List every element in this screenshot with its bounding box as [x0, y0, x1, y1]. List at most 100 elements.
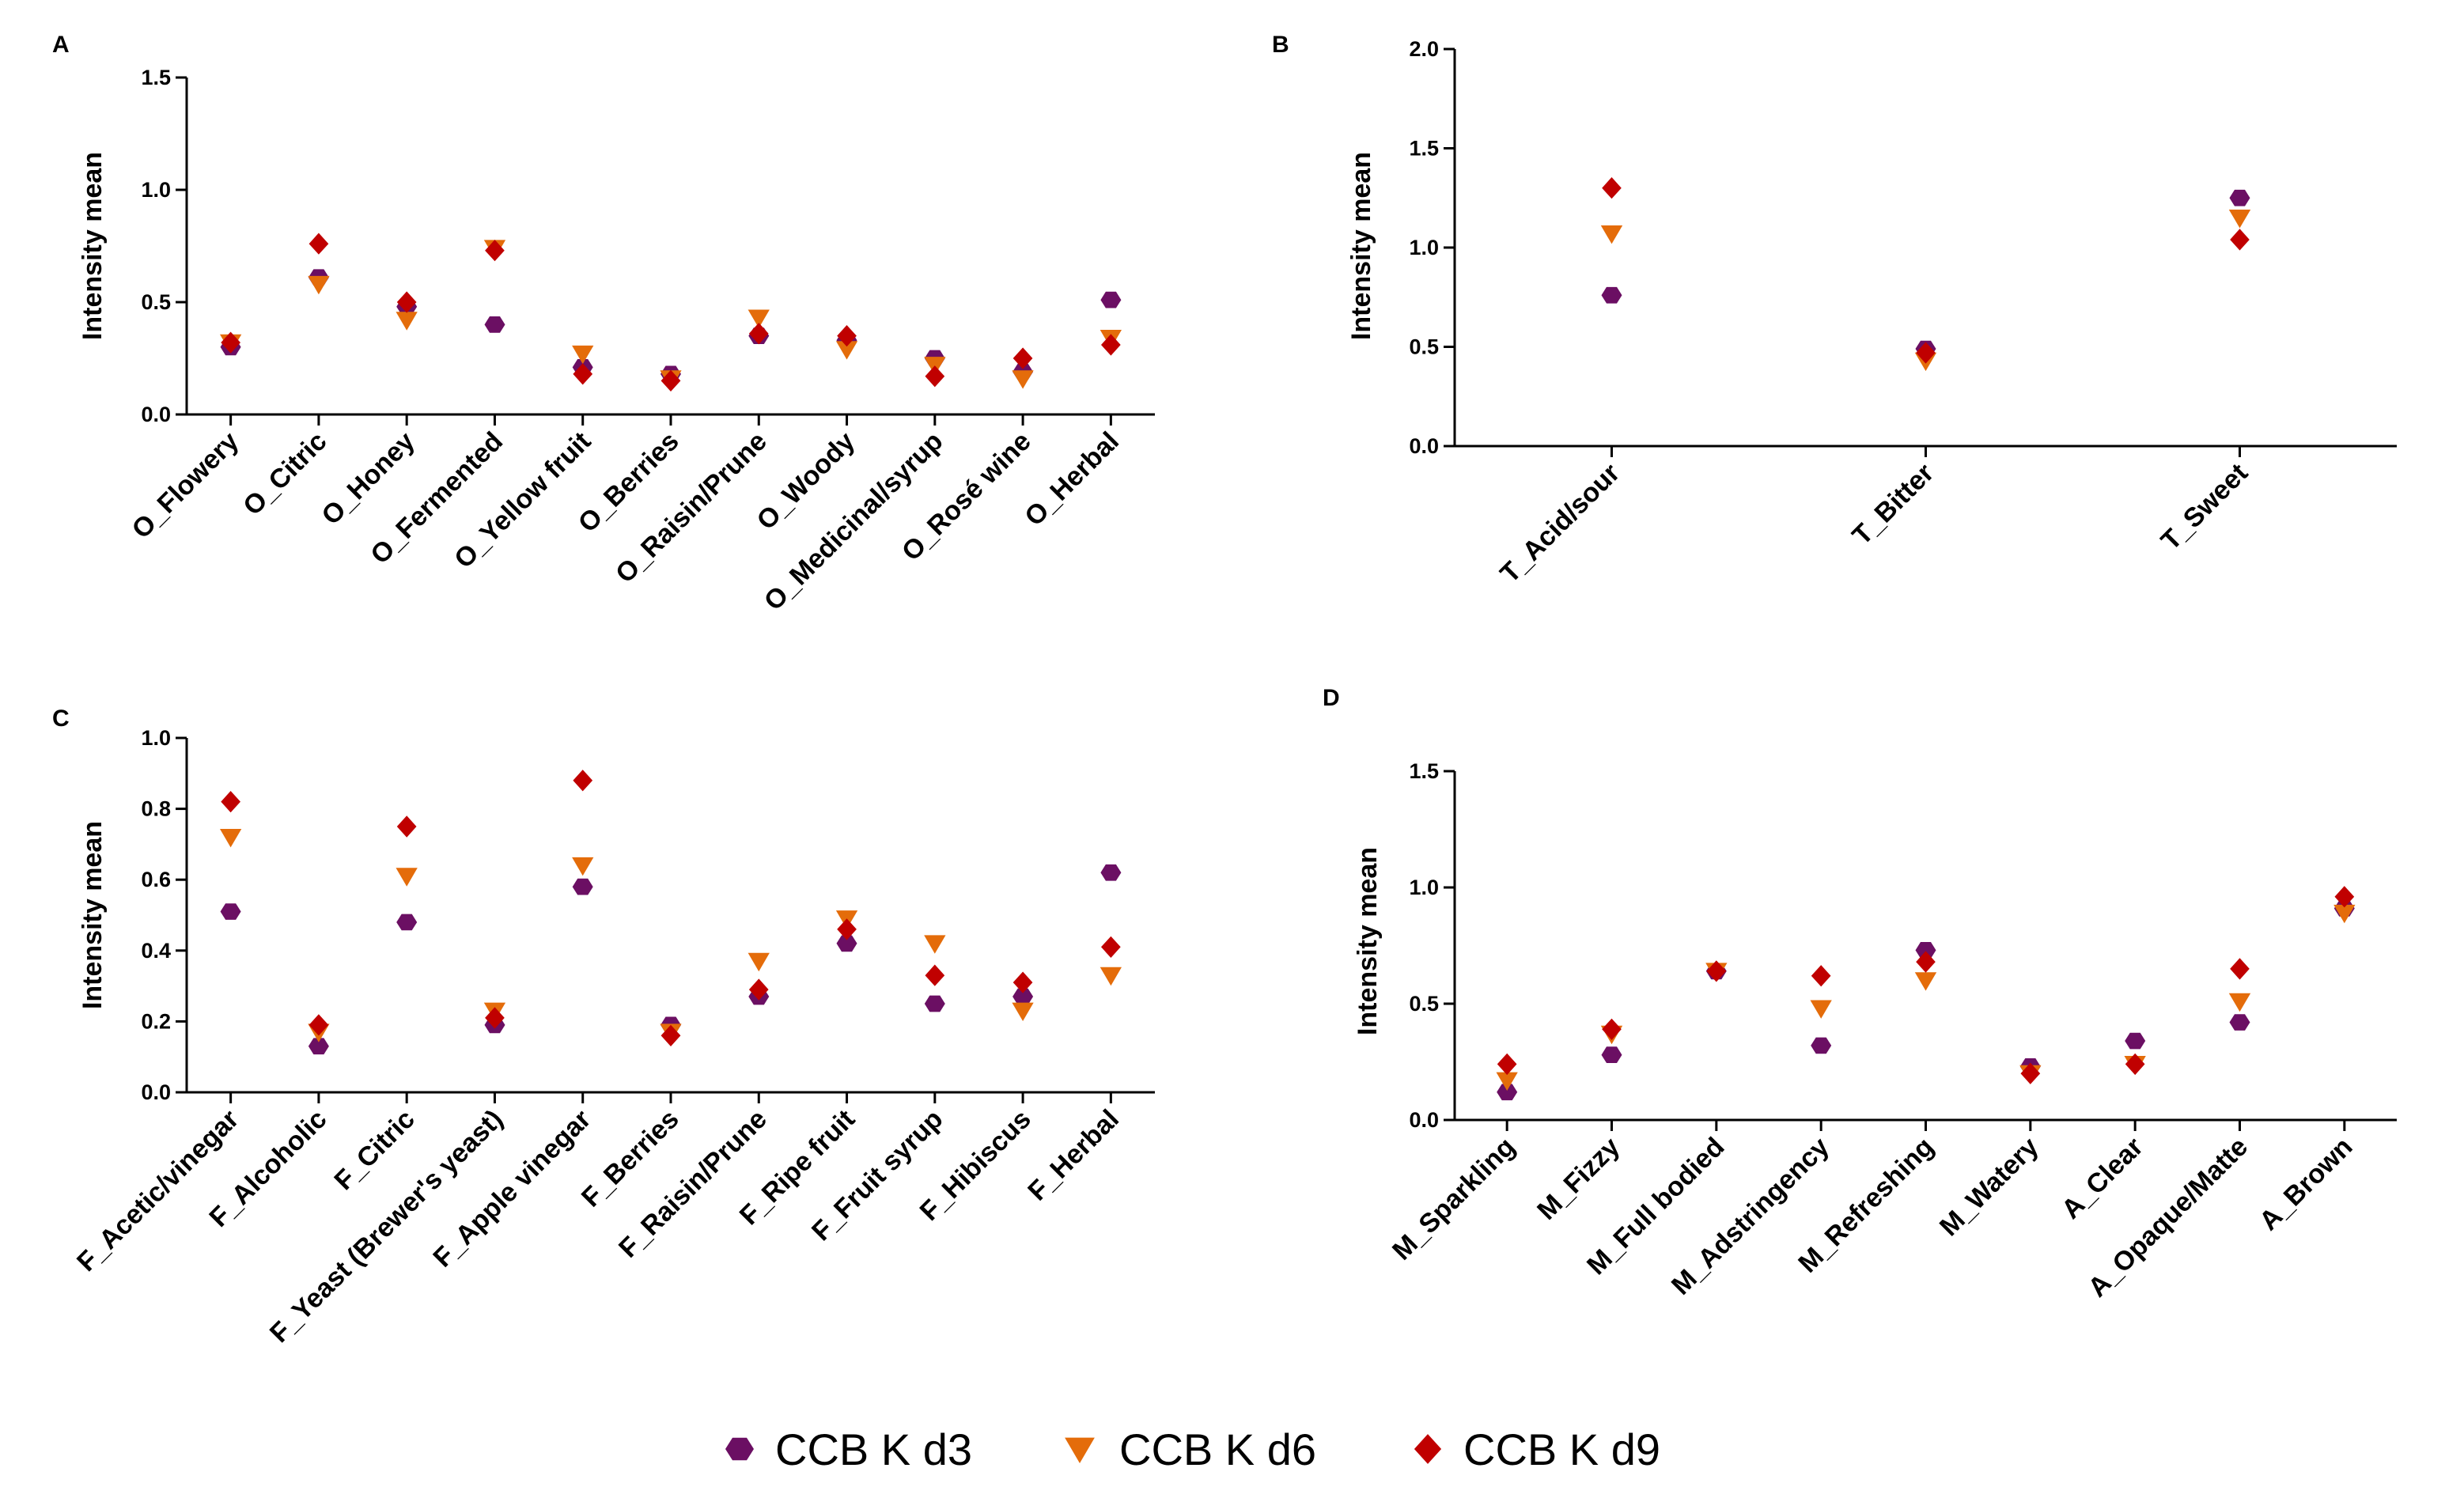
- point-ccb-k-d6-f-hibiscus: [1012, 1002, 1034, 1021]
- x-tick-label-f-acetic-vinegar: F_Acetic/vinegar: [71, 1104, 244, 1277]
- x-tick-label-o-flowery: O_Flowery: [126, 426, 244, 545]
- series-ccb-k-d3-b: [1601, 189, 2250, 358]
- point-ccb-k-d3-f-apple-vinegar: [572, 878, 593, 895]
- point-ccb-k-d6-f-herbal: [1100, 967, 1122, 986]
- point-ccb-k-d6-m-refreshing: [1914, 972, 1937, 991]
- point-ccb-k-d3-f-acetic-vinegar: [220, 903, 241, 920]
- point-ccb-k-d3-o-herbal: [1100, 291, 1122, 308]
- point-ccb-k-d9-o-woody: [837, 325, 857, 347]
- point-ccb-k-d9-m-full-bodied: [1706, 960, 1727, 982]
- series-ccb-k-d9-a: [221, 233, 1121, 392]
- point-ccb-k-d6-a-brown: [2333, 904, 2356, 924]
- series-ccb-k-d9-b: [1602, 177, 2250, 364]
- panel-c: C Intensity mean 0.0 0.2 0.4 0.6 0.8 1.0 F_Aceti…: [52, 706, 1155, 1349]
- point-ccb-k-d9-f-yeast-brewer-s-yeast: [485, 1007, 505, 1029]
- x-tick-label-a-brown: A_Brown: [2254, 1132, 2358, 1236]
- point-ccb-k-d3-o-fermented: [484, 316, 505, 333]
- y-tick-label-d: 0.0: [1409, 1108, 1439, 1132]
- y-tick-label-c: 0.2: [141, 1009, 171, 1033]
- y-tick-label-c: 0.0: [141, 1080, 171, 1104]
- point-ccb-k-d9-t-bitter: [1916, 342, 1936, 364]
- y-tick-label-d: 0.5: [1409, 992, 1439, 1016]
- x-tick-label-f-herbal: F_Herbal: [1022, 1104, 1125, 1207]
- point-ccb-k-d9-o-herbal: [1101, 334, 1121, 356]
- point-ccb-k-d9-f-alcoholic: [308, 1014, 329, 1036]
- y-tick-label-c: 0.4: [141, 939, 171, 963]
- point-ccb-k-d9-m-fizzy: [1602, 1018, 1622, 1040]
- x-tick-label-f-raisin-prune: F_Raisin/Prune: [613, 1104, 773, 1264]
- point-ccb-k-d9-f-berries: [660, 1024, 681, 1046]
- point-ccb-k-d9-m-sparkling: [1497, 1053, 1517, 1076]
- series-ccb-k-d9-c: [221, 770, 1121, 1046]
- point-ccb-k-d6-f-citric: [396, 868, 418, 887]
- y-tick-label-a: 0.5: [141, 290, 171, 314]
- panel-letter-b: B: [1272, 32, 1289, 58]
- point-ccb-k-d9-f-raisin-prune: [748, 978, 769, 1001]
- point-ccb-k-d3-f-ripe-fruit: [836, 935, 857, 952]
- legend-item-d9: CCB K d9: [1414, 1424, 1660, 1474]
- y-tick-label-d: 1.0: [1409, 876, 1439, 899]
- point-ccb-k-d9-a-opaque-matte: [2230, 958, 2250, 980]
- point-ccb-k-d6-m-adstringency: [1810, 1000, 1832, 1019]
- legend-label-d3: CCB K d3: [775, 1424, 972, 1474]
- panel-letter-d: D: [1323, 685, 1340, 711]
- series-ccb-k-d6-d: [1496, 904, 2356, 1091]
- point-ccb-k-d9-f-ripe-fruit: [837, 918, 857, 940]
- y-axis-label-b: Intensity mean: [1346, 152, 1376, 340]
- point-ccb-k-d9-f-hibiscus: [1012, 971, 1033, 993]
- point-ccb-k-d6-f-fruit-syrup: [924, 935, 946, 954]
- y-tick-label-c: 0.8: [141, 797, 171, 821]
- panel-letter-c: C: [52, 706, 70, 732]
- legend-label-d9: CCB K d9: [1463, 1424, 1660, 1474]
- y-tick-label-b: 0.0: [1409, 434, 1439, 458]
- x-tick-label-f-citric: F_Citric: [328, 1104, 420, 1196]
- panel-b: B Intensity mean 0.0 0.5 1.0 1.5 2.0 T_Acid/sou…: [1272, 32, 2397, 589]
- point-ccb-k-d9-a-brown: [2334, 886, 2355, 908]
- point-ccb-k-d3-f-herbal: [1100, 864, 1122, 881]
- point-ccb-k-d6-o-honey: [396, 312, 418, 331]
- point-ccb-k-d3-m-adstringency: [1811, 1037, 1832, 1054]
- point-ccb-k-d9-f-citric: [396, 815, 417, 838]
- point-ccb-k-d6-o-raisin-prune: [748, 309, 770, 328]
- y-axis-label-d: Intensity mean: [1353, 847, 1383, 1035]
- x-tick-label-o-herbal: O_Herbal: [1019, 426, 1125, 532]
- series-ccb-k-d6-c: [220, 829, 1122, 1042]
- x-tick-label-o-raisin-prune: O_Raisin/Prune: [610, 426, 773, 589]
- point-ccb-k-d9-o-fermented: [485, 240, 505, 262]
- legend-marker-d3: [725, 1437, 754, 1461]
- y-tick-label-b: 0.5: [1409, 335, 1439, 359]
- point-ccb-k-d9-o-citric: [308, 233, 329, 255]
- y-tick-label-a: 1.5: [141, 66, 171, 89]
- y-axis-label-c: Intensity mean: [78, 821, 108, 1009]
- series-ccb-k-d3-d: [1497, 900, 2355, 1101]
- point-ccb-k-d3-t-acid-sour: [1601, 286, 1622, 304]
- point-ccb-k-d3-a-opaque-matte: [2229, 1014, 2250, 1031]
- point-ccb-k-d3-f-citric: [396, 914, 418, 931]
- legend: CCB K d3 CCB K d6 CCB K d9: [725, 1424, 1660, 1474]
- point-ccb-k-d6-m-sparkling: [1496, 1072, 1518, 1091]
- point-ccb-k-d6-t-acid-sour: [1600, 225, 1623, 244]
- point-ccb-k-d9-m-watery: [2020, 1062, 2041, 1084]
- x-tick-label-t-bitter: T_Bitter: [1846, 458, 1940, 551]
- legend-item-d6: CCB K d6: [1065, 1424, 1316, 1474]
- x-tick-label-m-watery: M_Watery: [1934, 1132, 2045, 1243]
- point-ccb-k-d9-f-apple-vinegar: [573, 770, 593, 792]
- point-ccb-k-d3-t-sweet: [2229, 189, 2250, 206]
- point-ccb-k-d6-f-raisin-prune: [748, 952, 770, 972]
- point-ccb-k-d6-o-yellow-fruit: [572, 345, 594, 365]
- point-ccb-k-d3-f-hibiscus: [1012, 988, 1034, 1005]
- point-ccb-k-d6-t-sweet: [2228, 210, 2251, 229]
- point-ccb-k-d9-f-herbal: [1101, 936, 1121, 958]
- point-ccb-k-d9-m-refreshing: [1916, 951, 1936, 973]
- x-tick-label-a-clear: A_Clear: [2056, 1132, 2149, 1225]
- point-ccb-k-d9-o-berries: [660, 369, 681, 392]
- point-ccb-k-d9-a-clear: [2125, 1053, 2145, 1076]
- y-axis-label-a: Intensity mean: [78, 152, 108, 340]
- point-ccb-k-d9-o-honey: [396, 291, 417, 313]
- x-tick-label-t-acid-sour: T_Acid/sour: [1494, 458, 1626, 589]
- y-tick-label-b: 2.0: [1409, 37, 1439, 61]
- panel-letter-a: A: [52, 32, 70, 58]
- point-ccb-k-d9-f-acetic-vinegar: [221, 791, 240, 813]
